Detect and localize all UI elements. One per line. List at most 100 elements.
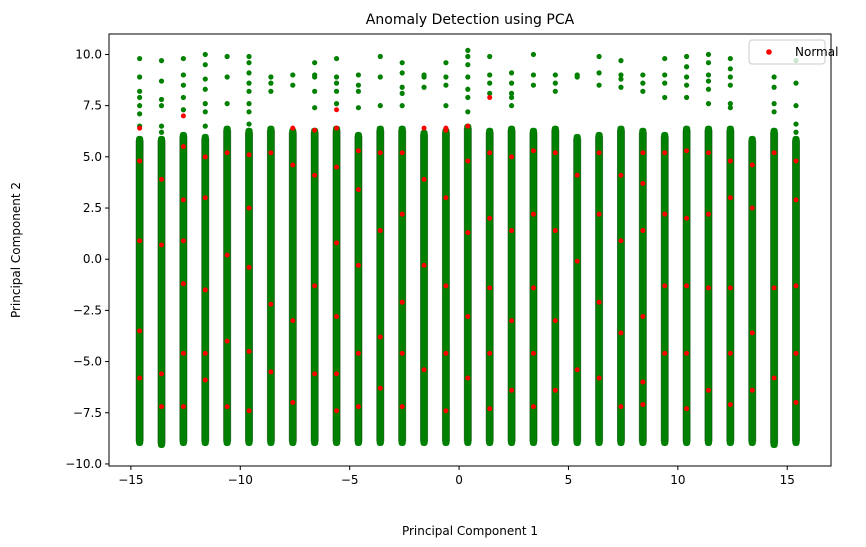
anomaly-point xyxy=(705,60,712,66)
normal-point xyxy=(793,350,799,356)
anomaly-point-cluster xyxy=(748,135,756,446)
anomaly-point xyxy=(443,82,449,88)
y-tick-label: 2.5 xyxy=(83,201,102,215)
normal-point xyxy=(749,330,755,336)
anomaly-point-cluster xyxy=(245,127,253,446)
anomaly-point-cluster xyxy=(573,133,581,446)
anomaly-point-cluster xyxy=(136,135,144,446)
normal-point xyxy=(159,242,165,248)
anomaly-point-cluster xyxy=(792,135,800,446)
anomaly-point xyxy=(202,76,208,82)
anomaly-point xyxy=(793,103,799,109)
normal-point xyxy=(355,262,361,268)
x-tick-label: −15 xyxy=(118,473,143,487)
y-tick-label: 0.0 xyxy=(83,252,102,266)
anomaly-point xyxy=(180,55,186,62)
anomaly-point-cluster xyxy=(639,127,647,446)
normal-point xyxy=(771,375,777,381)
normal-point xyxy=(749,387,755,393)
anomaly-point xyxy=(180,82,186,88)
anomaly-point xyxy=(312,105,318,111)
normal-point xyxy=(465,123,471,129)
anomaly-point xyxy=(268,80,274,86)
normal-point xyxy=(465,375,471,381)
anomaly-point xyxy=(421,74,427,80)
anomaly-point xyxy=(180,107,186,113)
anomaly-point xyxy=(224,101,230,107)
normal-point xyxy=(159,371,165,377)
normal-point xyxy=(355,404,361,410)
anomaly-point xyxy=(158,58,165,64)
anomaly-point-cluster xyxy=(223,125,231,446)
anomaly-point-cluster xyxy=(398,125,406,446)
anomaly-point xyxy=(158,123,165,129)
anomaly-point xyxy=(640,88,646,94)
normal-point xyxy=(355,350,361,356)
normal-point xyxy=(312,283,318,289)
normal-point xyxy=(684,283,690,289)
anomaly-point xyxy=(399,84,405,90)
x-axis-ticks: −15 −10 −5 0 5 10 15 xyxy=(118,466,795,487)
normal-point xyxy=(662,350,668,356)
normal-point xyxy=(530,211,536,217)
normal-point xyxy=(530,148,536,154)
normal-point xyxy=(487,350,493,356)
anomaly-point xyxy=(727,82,733,88)
anomaly-point xyxy=(202,101,208,107)
normal-point xyxy=(399,404,405,410)
anomaly-point xyxy=(246,70,252,76)
anomaly-point xyxy=(662,94,668,101)
legend-box xyxy=(748,39,826,65)
normal-point xyxy=(180,350,186,356)
anomaly-point xyxy=(771,84,777,90)
anomaly-point xyxy=(727,105,733,111)
normal-point xyxy=(684,406,690,412)
y-tick-label: −7.5 xyxy=(73,406,102,420)
anomaly-point xyxy=(465,109,471,115)
anomaly-point-cluster xyxy=(464,123,472,446)
normal-point xyxy=(377,228,383,234)
legend: Normal xyxy=(748,39,838,65)
anomaly-point xyxy=(727,55,733,62)
anomaly-point xyxy=(662,80,668,86)
anomaly-point xyxy=(443,74,449,80)
normal-point xyxy=(487,94,493,100)
normal-point xyxy=(334,371,340,377)
normal-point xyxy=(487,406,493,412)
y-axis-label: Principal Component 2 xyxy=(9,182,23,318)
normal-point xyxy=(662,283,668,289)
normal-point xyxy=(509,318,515,324)
anomaly-point xyxy=(246,88,252,94)
normal-point xyxy=(596,299,602,305)
normal-point xyxy=(793,158,799,164)
normal-point xyxy=(421,176,427,182)
y-tick-label: −2.5 xyxy=(73,303,102,317)
anomaly-point xyxy=(508,80,515,86)
normal-point xyxy=(640,379,646,385)
normal-point xyxy=(684,148,690,154)
anomaly-point xyxy=(137,55,143,62)
normal-point xyxy=(465,158,471,164)
anomaly-point xyxy=(333,74,340,80)
normal-point xyxy=(727,158,733,164)
anomaly-point xyxy=(487,53,493,60)
normal-point xyxy=(268,150,274,156)
anomaly-point xyxy=(465,47,471,53)
normal-point xyxy=(771,150,777,156)
normal-point xyxy=(640,228,646,234)
normal-point xyxy=(552,318,558,324)
anomaly-point-cluster xyxy=(376,125,384,446)
normal-point xyxy=(290,162,296,168)
normal-point xyxy=(705,387,711,393)
anomaly-point xyxy=(137,111,143,117)
x-tick-label: −5 xyxy=(341,473,359,487)
normal-point xyxy=(137,238,143,244)
anomaly-point-cluster xyxy=(157,135,166,449)
anomaly-point xyxy=(246,60,252,66)
normal-point xyxy=(727,195,733,201)
normal-point xyxy=(180,238,186,244)
anomaly-point xyxy=(137,436,143,442)
anomaly-point xyxy=(596,53,602,60)
x-tick-label: 10 xyxy=(670,473,685,487)
normal-point xyxy=(727,350,733,356)
